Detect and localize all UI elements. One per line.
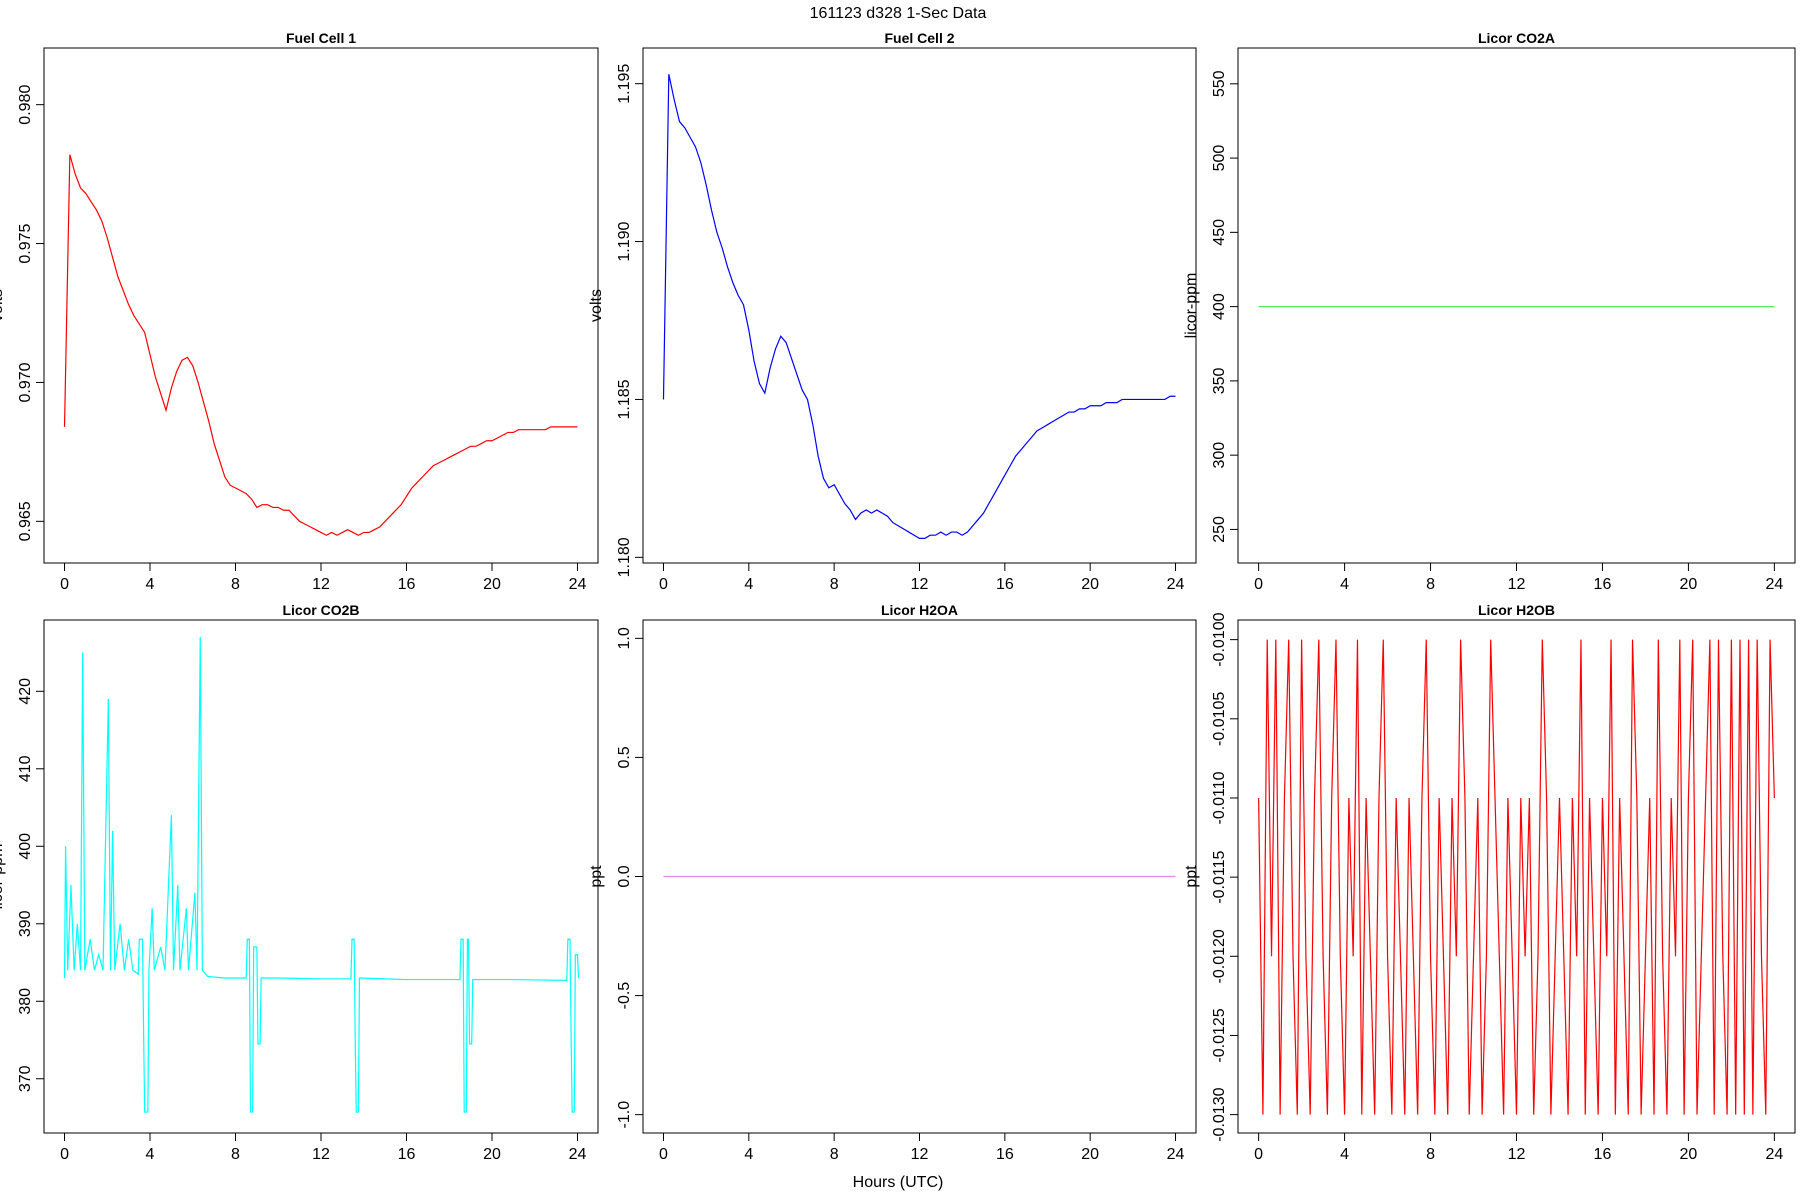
x-tick-label: 0: [60, 576, 69, 593]
data-line: [63, 154, 578, 536]
y-axis-label: licor-ppm: [1183, 273, 1200, 339]
x-tick-label: 0: [1254, 576, 1263, 593]
x-tick-label: 8: [231, 576, 240, 593]
y-axis-label: volts: [0, 289, 6, 322]
y-tick-label: 410: [17, 755, 34, 782]
x-tick-label: 12: [1508, 576, 1526, 593]
x-tick-label: 24: [569, 576, 587, 593]
y-tick-label: -1.0: [616, 1101, 633, 1129]
y-tick-label: -0.0100: [1211, 612, 1228, 666]
y-tick-label: 420: [17, 678, 34, 705]
x-tick-label: 20: [1680, 1146, 1698, 1163]
x-tick-label: 8: [830, 1146, 839, 1163]
x-tick-label: 0: [60, 1146, 69, 1163]
y-tick-label: 390: [17, 910, 34, 937]
panel-title: Licor CO2B: [282, 602, 359, 618]
data-line: [662, 74, 1176, 539]
y-tick-label: 550: [1211, 70, 1228, 97]
x-tick-label: 0: [659, 576, 668, 593]
y-tick-label: 0.0: [616, 865, 633, 887]
y-tick-label: 350: [1211, 367, 1228, 394]
x-tick-label: 20: [483, 576, 501, 593]
x-tick-label: 12: [911, 576, 929, 593]
plot-frame: [642, 47, 1197, 564]
y-tick-label: -0.0125: [1211, 1008, 1228, 1062]
y-tick-label: 0.970: [17, 362, 34, 402]
x-tick-label: 8: [1426, 1146, 1435, 1163]
y-tick-label: 370: [17, 1065, 34, 1092]
x-tick-label: 4: [744, 1146, 753, 1163]
panel-title: Licor CO2A: [1478, 30, 1555, 46]
y-tick-label: -0.0105: [1211, 692, 1228, 746]
y-tick-label: 450: [1211, 219, 1228, 246]
x-axis-label: Hours (UTC): [853, 1174, 944, 1191]
y-tick-label: 500: [1211, 145, 1228, 172]
x-tick-label: 8: [231, 1146, 240, 1163]
x-tick-label: 4: [1340, 1146, 1349, 1163]
x-tick-label: 20: [1081, 1146, 1099, 1163]
data-line: [63, 637, 580, 1113]
y-axis-label: ppt: [588, 865, 605, 888]
panel-title: Fuel Cell 2: [884, 30, 954, 46]
y-axis-label: volts: [588, 289, 605, 322]
plot-frame: [43, 619, 599, 1134]
plot-frame: [43, 47, 599, 564]
x-tick-label: 24: [1167, 1146, 1185, 1163]
y-tick-label: 0.5: [616, 746, 633, 768]
x-tick-label: 20: [1081, 576, 1099, 593]
y-tick-label: 400: [1211, 293, 1228, 320]
y-tick-label: 1.185: [616, 379, 633, 419]
x-tick-label: 16: [1594, 576, 1612, 593]
y-tick-label: 0.965: [17, 501, 34, 541]
y-tick-label: 250: [1211, 516, 1228, 543]
y-tick-label: -0.0115: [1211, 850, 1228, 903]
x-tick-label: 12: [312, 1146, 330, 1163]
x-tick-label: 8: [1426, 576, 1435, 593]
x-tick-label: 24: [1765, 576, 1783, 593]
x-tick-label: 12: [1508, 1146, 1526, 1163]
y-tick-label: 300: [1211, 442, 1228, 469]
y-tick-label: -0.0130: [1211, 1087, 1228, 1141]
y-tick-label: 1.195: [616, 64, 633, 104]
y-tick-label: 380: [17, 988, 34, 1015]
y-tick-label: -0.0120: [1211, 929, 1228, 983]
x-tick-label: 0: [659, 1146, 668, 1163]
x-tick-label: 8: [830, 576, 839, 593]
x-tick-label: 16: [398, 1146, 416, 1163]
x-tick-label: 4: [1340, 576, 1349, 593]
y-tick-label: 0.975: [17, 223, 34, 263]
panel-title: Licor H2OB: [1478, 602, 1555, 618]
plot-frame: [1237, 47, 1796, 564]
panel-title: Fuel Cell 1: [286, 30, 356, 46]
y-tick-label: 1.180: [616, 537, 633, 577]
x-tick-label: 24: [569, 1146, 587, 1163]
figure-title: 161123 d328 1-Sec Data: [810, 5, 987, 22]
y-tick-label: 400: [17, 833, 34, 860]
x-tick-label: 20: [483, 1146, 501, 1163]
y-tick-label: 1.0: [616, 627, 633, 649]
y-tick-label: -0.5: [616, 982, 633, 1010]
x-tick-label: 20: [1680, 576, 1698, 593]
x-tick-label: 16: [996, 1146, 1014, 1163]
x-tick-label: 0: [1254, 1146, 1263, 1163]
panel-title: Licor H2OA: [881, 602, 958, 618]
y-tick-label: 0.980: [17, 85, 34, 125]
x-tick-label: 4: [146, 1146, 155, 1163]
x-tick-label: 16: [398, 576, 416, 593]
data-line: [1258, 639, 1775, 1115]
x-tick-label: 12: [911, 1146, 929, 1163]
x-tick-label: 16: [996, 576, 1014, 593]
x-tick-label: 24: [1765, 1146, 1783, 1163]
x-tick-label: 4: [744, 576, 753, 593]
y-axis-label: licor-ppm: [0, 844, 6, 910]
y-tick-label: 1.190: [616, 221, 633, 261]
x-tick-label: 16: [1594, 1146, 1612, 1163]
x-tick-label: 4: [146, 576, 155, 593]
x-tick-label: 12: [312, 576, 330, 593]
x-tick-label: 24: [1167, 576, 1185, 593]
y-axis-label: ppt: [1183, 865, 1200, 888]
y-tick-label: -0.0110: [1211, 771, 1228, 824]
